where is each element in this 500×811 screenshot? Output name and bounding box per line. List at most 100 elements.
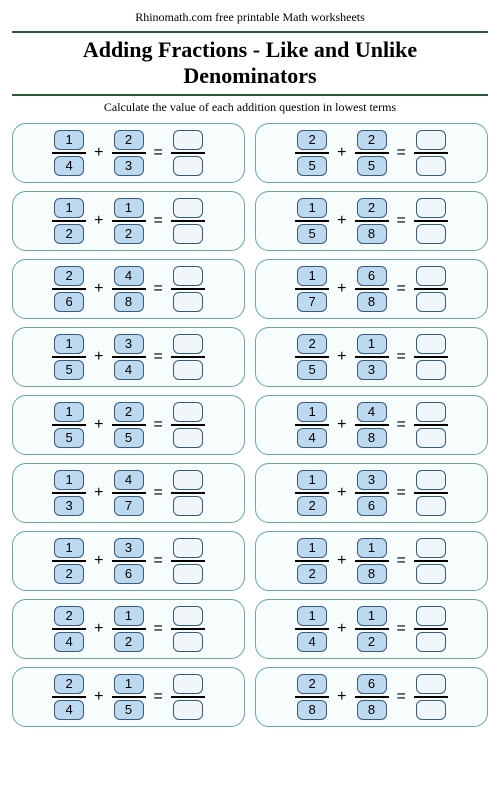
fraction-value-box: 1 — [54, 130, 84, 150]
answer-box[interactable] — [173, 360, 203, 380]
problem: 2 4 + 1 5 = — [12, 667, 245, 727]
operand-fraction: 1 2 — [295, 470, 329, 516]
equals-operator: = — [395, 348, 408, 366]
fraction-value-box: 5 — [297, 224, 327, 244]
answer-box[interactable] — [416, 292, 446, 312]
answer-box[interactable] — [173, 224, 203, 244]
equals-operator: = — [152, 212, 165, 230]
answer-fraction — [171, 334, 205, 380]
operand-fraction: 1 2 — [355, 606, 389, 652]
answer-box[interactable] — [416, 334, 446, 354]
fraction-value-box: 7 — [297, 292, 327, 312]
answer-box[interactable] — [416, 470, 446, 490]
answer-box[interactable] — [173, 292, 203, 312]
fraction-value-box: 2 — [114, 224, 144, 244]
plus-operator: + — [92, 212, 105, 230]
answer-box[interactable] — [173, 470, 203, 490]
fraction-line — [414, 424, 448, 426]
equals-operator: = — [152, 280, 165, 298]
answer-box[interactable] — [173, 130, 203, 150]
plus-operator: + — [92, 688, 105, 706]
answer-box[interactable] — [416, 198, 446, 218]
operand-fraction: 2 6 — [52, 266, 86, 312]
fraction-value-box: 2 — [54, 266, 84, 286]
answer-fraction — [171, 198, 205, 244]
answer-box[interactable] — [416, 700, 446, 720]
fraction-value-box: 5 — [297, 156, 327, 176]
fraction-line — [295, 696, 329, 698]
fraction-line — [295, 288, 329, 290]
equals-operator: = — [152, 348, 165, 366]
answer-box[interactable] — [416, 606, 446, 626]
answer-box[interactable] — [173, 700, 203, 720]
fraction-value-box: 8 — [357, 700, 387, 720]
fraction-line — [112, 220, 146, 222]
answer-box[interactable] — [173, 334, 203, 354]
answer-box[interactable] — [173, 198, 203, 218]
operand-fraction: 4 8 — [355, 402, 389, 448]
answer-fraction — [414, 470, 448, 516]
answer-box[interactable] — [173, 402, 203, 422]
answer-box[interactable] — [416, 266, 446, 286]
answer-box[interactable] — [416, 156, 446, 176]
fraction-line — [52, 356, 86, 358]
answer-box[interactable] — [173, 606, 203, 626]
answer-box[interactable] — [416, 564, 446, 584]
fraction-value-box: 2 — [114, 130, 144, 150]
answer-box[interactable] — [416, 496, 446, 516]
fraction-line — [355, 356, 389, 358]
fraction-line — [112, 288, 146, 290]
fraction-value-box: 1 — [297, 538, 327, 558]
answer-box[interactable] — [416, 360, 446, 380]
fraction-value-box: 2 — [357, 198, 387, 218]
plus-operator: + — [335, 280, 348, 298]
fraction-value-box: 4 — [54, 700, 84, 720]
answer-box[interactable] — [173, 428, 203, 448]
fraction-line — [355, 560, 389, 562]
plus-operator: + — [335, 620, 348, 638]
answer-box[interactable] — [416, 538, 446, 558]
answer-fraction — [171, 606, 205, 652]
fraction-line — [52, 220, 86, 222]
operand-fraction: 4 8 — [112, 266, 146, 312]
answer-box[interactable] — [173, 632, 203, 652]
answer-box[interactable] — [416, 224, 446, 244]
fraction-line — [112, 492, 146, 494]
answer-box[interactable] — [173, 266, 203, 286]
answer-box[interactable] — [416, 632, 446, 652]
title-line-1: Adding Fractions - Like and Unlike — [83, 37, 417, 62]
fraction-value-box: 2 — [297, 564, 327, 584]
answer-box[interactable] — [416, 130, 446, 150]
answer-box[interactable] — [416, 428, 446, 448]
problem-grid: 1 4 + 2 3 = 2 5 + 2 5 — [12, 123, 488, 727]
fraction-value-box: 1 — [114, 674, 144, 694]
operand-fraction: 1 4 — [52, 130, 86, 176]
problem: 2 8 + 6 8 = — [255, 667, 488, 727]
fraction-line — [414, 356, 448, 358]
fraction-value-box: 1 — [54, 402, 84, 422]
answer-box[interactable] — [416, 674, 446, 694]
fraction-value-box: 1 — [114, 198, 144, 218]
equals-operator: = — [395, 688, 408, 706]
fraction-line — [295, 628, 329, 630]
answer-box[interactable] — [173, 674, 203, 694]
answer-box[interactable] — [173, 538, 203, 558]
answer-box[interactable] — [173, 496, 203, 516]
operand-fraction: 1 8 — [355, 538, 389, 584]
operand-fraction: 4 7 — [112, 470, 146, 516]
answer-box[interactable] — [416, 402, 446, 422]
equals-operator: = — [152, 688, 165, 706]
fraction-value-box: 1 — [54, 334, 84, 354]
problem: 2 5 + 1 3 = — [255, 327, 488, 387]
answer-box[interactable] — [173, 156, 203, 176]
answer-box[interactable] — [173, 564, 203, 584]
plus-operator: + — [92, 348, 105, 366]
plus-operator: + — [92, 416, 105, 434]
problem: 1 2 + 1 8 = — [255, 531, 488, 591]
fraction-value-box: 1 — [54, 470, 84, 490]
equals-operator: = — [395, 552, 408, 570]
operand-fraction: 1 2 — [112, 606, 146, 652]
fraction-line — [171, 628, 205, 630]
operand-fraction: 2 5 — [112, 402, 146, 448]
fraction-line — [52, 560, 86, 562]
